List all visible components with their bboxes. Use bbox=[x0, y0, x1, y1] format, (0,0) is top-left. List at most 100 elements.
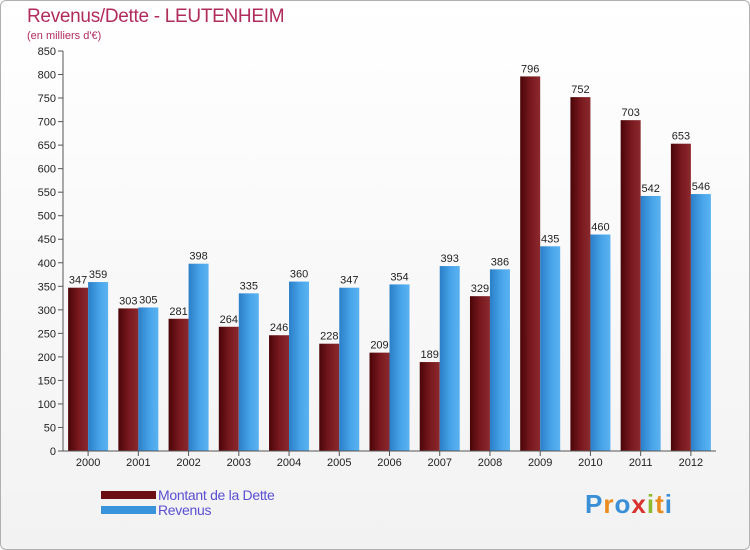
y-tick-label: 50 bbox=[44, 422, 56, 434]
logo-letter: i bbox=[664, 489, 673, 519]
debt-bar bbox=[168, 318, 189, 451]
debt-data-label: 228 bbox=[320, 331, 338, 343]
logo-letter: i bbox=[646, 489, 656, 519]
y-tick-label: 150 bbox=[38, 375, 56, 387]
x-tick-label: 2001 bbox=[126, 457, 150, 469]
y-tick-label: 550 bbox=[38, 187, 56, 199]
y-tick-label: 700 bbox=[38, 117, 56, 129]
y-tick-label: 200 bbox=[38, 352, 56, 364]
revenue-bar bbox=[138, 307, 159, 451]
x-tick-label: 2002 bbox=[176, 457, 200, 469]
debt-data-label: 281 bbox=[169, 306, 187, 318]
y-tick-label: 450 bbox=[38, 234, 56, 246]
legend-item-debt: Montant de la Dette bbox=[101, 486, 275, 503]
x-tick-label: 2005 bbox=[327, 457, 351, 469]
debt-bar bbox=[369, 352, 390, 451]
y-tick-label: 650 bbox=[38, 140, 56, 152]
x-tick-label: 2006 bbox=[377, 457, 401, 469]
x-tick-label: 2011 bbox=[629, 457, 653, 469]
revenue-data-label: 460 bbox=[591, 222, 609, 234]
y-tick-label: 300 bbox=[38, 305, 56, 317]
x-tick-label: 2000 bbox=[76, 457, 100, 469]
y-tick-label: 350 bbox=[38, 281, 56, 293]
x-tick-label: 2003 bbox=[227, 457, 251, 469]
chart-subtitle: (en milliers d'€) bbox=[27, 30, 102, 42]
revenue-data-label: 305 bbox=[139, 294, 157, 306]
y-tick-label: 0 bbox=[50, 446, 56, 458]
x-tick-label: 2012 bbox=[679, 457, 703, 469]
logo-letter: x bbox=[631, 489, 647, 519]
y-tick-label: 600 bbox=[38, 164, 56, 176]
revenue-data-label: 359 bbox=[89, 269, 107, 281]
revenue-bar bbox=[489, 269, 510, 451]
debt-data-label: 703 bbox=[621, 107, 639, 119]
revenue-bar bbox=[640, 195, 661, 451]
debt-data-label: 209 bbox=[370, 340, 388, 352]
debt-bar bbox=[419, 362, 440, 451]
debt-bar bbox=[520, 76, 541, 451]
logo-letter: o bbox=[614, 489, 632, 519]
debt-bar bbox=[118, 308, 139, 451]
revenue-bar bbox=[88, 282, 109, 451]
revenue-data-label: 360 bbox=[290, 269, 308, 281]
logo-letter: P bbox=[585, 489, 604, 519]
debt-data-label: 264 bbox=[220, 314, 238, 326]
revenue-data-label: 398 bbox=[189, 251, 207, 263]
legend-label-revenue: Revenus bbox=[158, 501, 212, 518]
revenue-bar bbox=[389, 284, 410, 451]
x-tick-label: 2007 bbox=[427, 457, 451, 469]
revenue-data-label: 347 bbox=[340, 275, 358, 287]
debt-bar bbox=[68, 287, 89, 451]
debt-data-label: 246 bbox=[270, 322, 288, 334]
legend-item-revenue: Revenus bbox=[101, 501, 275, 518]
legend-swatch-debt bbox=[101, 490, 156, 499]
proxiti-logo: Proxiti bbox=[585, 489, 673, 520]
debt-data-label: 303 bbox=[119, 295, 137, 307]
legend-label-debt: Montant de la Dette bbox=[158, 486, 275, 503]
debt-bar bbox=[620, 120, 641, 452]
revenue-data-label: 386 bbox=[491, 256, 509, 268]
revenue-bar bbox=[590, 234, 611, 451]
logo-letter: t bbox=[655, 489, 665, 519]
revenue-bar bbox=[690, 194, 711, 451]
x-tick-label: 2009 bbox=[528, 457, 552, 469]
debt-bar bbox=[570, 97, 591, 451]
debt-data-label: 796 bbox=[521, 63, 539, 75]
revenue-bar bbox=[188, 263, 209, 451]
revenue-data-label: 335 bbox=[240, 280, 258, 292]
x-tick-label: 2010 bbox=[578, 457, 602, 469]
debt-data-label: 752 bbox=[571, 84, 589, 96]
debt-bar bbox=[469, 296, 490, 451]
debt-bar bbox=[269, 335, 290, 451]
debt-bar bbox=[218, 326, 239, 451]
revenue-bar bbox=[339, 287, 360, 451]
revenue-bar bbox=[439, 266, 460, 451]
logo-letter: r bbox=[603, 489, 615, 519]
revenue-data-label: 393 bbox=[441, 253, 459, 265]
y-tick-label: 250 bbox=[38, 328, 56, 340]
y-tick-label: 500 bbox=[38, 211, 56, 223]
revenue-data-label: 354 bbox=[390, 271, 408, 283]
x-tick-label: 2008 bbox=[478, 457, 502, 469]
revenue-data-label: 546 bbox=[692, 181, 710, 193]
debt-data-label: 329 bbox=[471, 283, 489, 295]
y-tick-label: 800 bbox=[38, 70, 56, 82]
debt-bar bbox=[670, 143, 691, 452]
legend-swatch-revenue bbox=[101, 505, 156, 514]
revenue-bar bbox=[289, 281, 310, 451]
revenue-bar bbox=[540, 246, 561, 451]
legend: Montant de la Dette Revenus bbox=[101, 486, 275, 518]
y-tick-label: 100 bbox=[38, 399, 56, 411]
y-tick-label: 750 bbox=[38, 93, 56, 105]
debt-bar bbox=[319, 343, 340, 451]
revenue-data-label: 435 bbox=[541, 233, 559, 245]
revenue-data-label: 542 bbox=[641, 183, 659, 195]
debt-data-label: 347 bbox=[69, 275, 87, 287]
y-tick-label: 850 bbox=[38, 46, 56, 58]
chart-title: Revenus/Dette - LEUTENHEIM bbox=[27, 6, 285, 27]
debt-data-label: 653 bbox=[672, 131, 690, 143]
x-tick-label: 2004 bbox=[277, 457, 301, 469]
y-tick-label: 400 bbox=[38, 258, 56, 270]
